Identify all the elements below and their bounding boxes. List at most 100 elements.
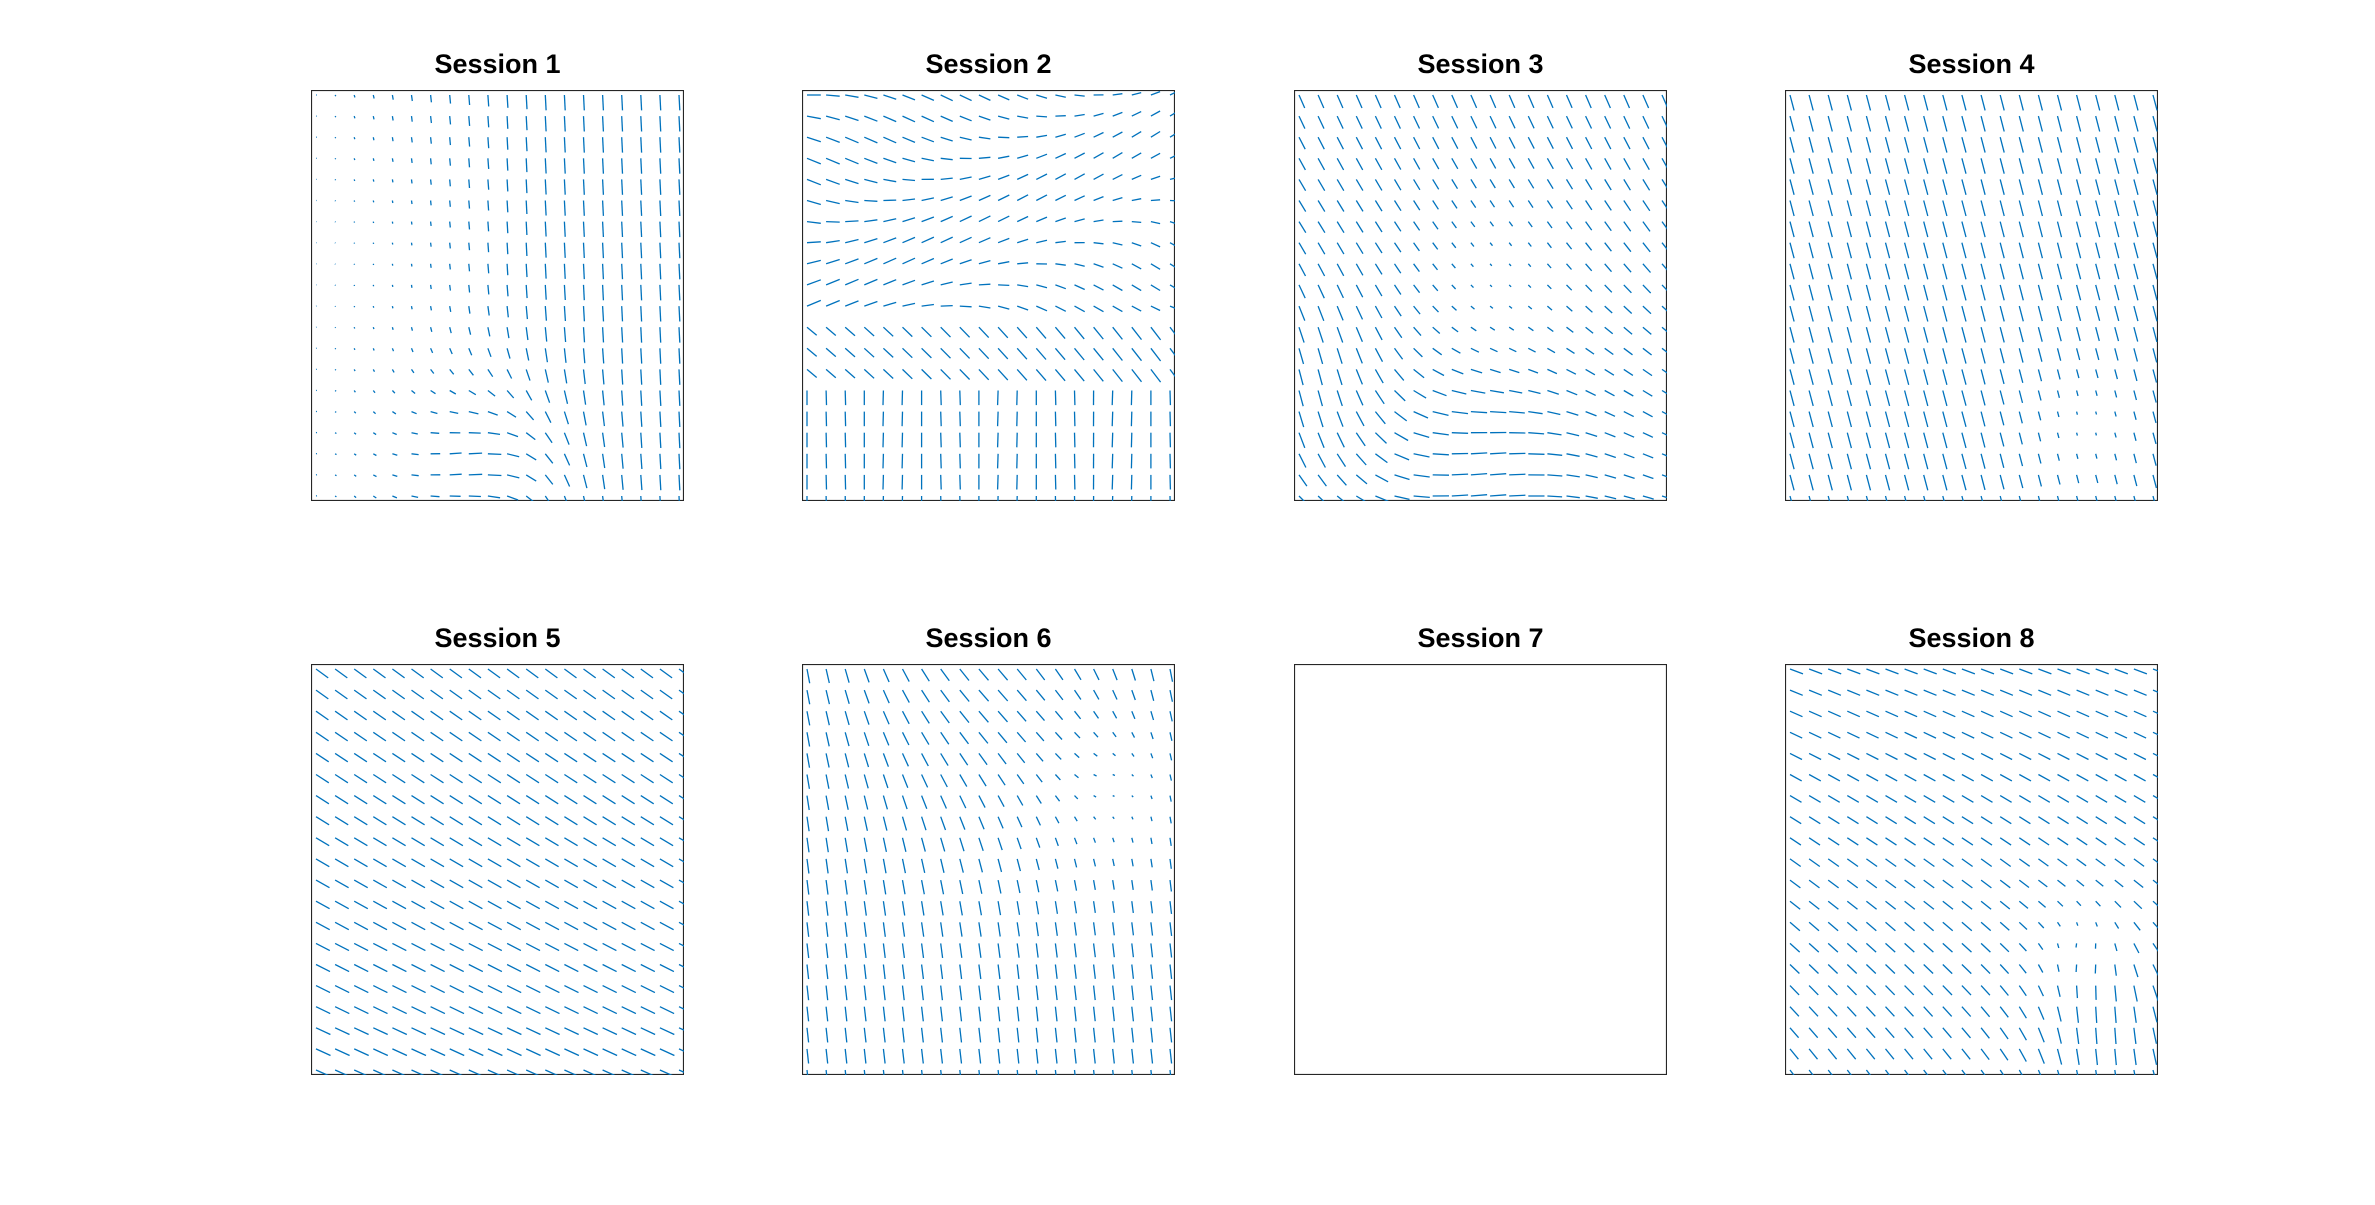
quiver-arrow <box>2114 858 2126 867</box>
quiver-arrow <box>2152 495 2155 501</box>
quiver-arrow <box>2018 348 2024 363</box>
quiver-arrow <box>901 1027 905 1043</box>
quiver-arrow <box>2037 943 2044 950</box>
quiver-arrow <box>1131 174 1142 180</box>
quiver-arrow <box>1942 879 1954 889</box>
quiver-arrow <box>1317 94 1325 109</box>
quiver-arrow <box>372 689 386 700</box>
quiver-arrow <box>2037 453 2042 464</box>
quiver-arrow <box>2152 474 2158 489</box>
quiver-arrow <box>659 816 674 826</box>
quiver-arrow <box>2018 158 2024 174</box>
quiver-arrow <box>468 242 471 251</box>
quiver-arrow <box>1923 858 1935 868</box>
quiver-arrow <box>1923 94 1929 111</box>
quiver-arrow <box>1054 837 1059 847</box>
quiver-arrow <box>659 116 662 132</box>
quiver-arrow <box>1336 136 1344 150</box>
quiver-arrow <box>1846 284 1853 301</box>
quiver-arrow <box>1150 816 1153 822</box>
quiver-arrow <box>1546 94 1554 109</box>
quiver-arrow <box>601 411 606 427</box>
quiver-arrow <box>487 795 502 805</box>
quiver-arrow <box>1980 1006 1991 1018</box>
quiver-arrow <box>410 137 413 143</box>
quiver-arrow <box>525 773 540 784</box>
quiver-arrow <box>583 795 597 805</box>
quiver-arrow <box>806 1069 809 1075</box>
quiver-arrow <box>1055 152 1067 159</box>
quiver-arrow <box>1942 94 1948 111</box>
quiver-arrow <box>506 411 517 418</box>
quiver-arrow <box>1942 200 1948 217</box>
quiver-arrow <box>1865 432 1872 449</box>
quiver-arrow <box>863 368 875 379</box>
quiver-arrow <box>2152 1027 2158 1044</box>
quiver-arrow <box>468 942 483 952</box>
quiver-arrow <box>353 900 369 910</box>
quiver-arrow <box>1585 368 1596 376</box>
quiver-arrow <box>1642 453 1654 459</box>
quiver-arrow <box>1808 1006 1819 1017</box>
quiver-arrow <box>1112 263 1123 269</box>
quiver-arrow <box>1092 1048 1096 1064</box>
quiver-arrow <box>487 1027 503 1036</box>
quiver-arrow <box>940 985 944 1001</box>
quiver-arrow <box>429 327 433 332</box>
quiver-arrow <box>353 432 357 435</box>
quiver-arrow <box>863 964 867 980</box>
quiver-arrow <box>1961 137 1967 153</box>
quiver-arrow <box>334 495 337 498</box>
quiver-arrow <box>506 369 513 379</box>
quiver-arrow <box>544 942 560 952</box>
quiver-arrow <box>468 1069 482 1075</box>
quiver-arrow <box>1623 284 1632 294</box>
quiver-arrow <box>1642 495 1654 500</box>
quiver-arrow <box>1789 411 1795 428</box>
quiver-arrow <box>678 795 684 800</box>
quiver-arrow <box>563 242 566 258</box>
quiver-arrow <box>1999 752 2013 761</box>
quiver-arrow <box>563 284 566 301</box>
quiver-arrow <box>1999 858 2012 868</box>
quiver-arrow <box>1112 710 1118 719</box>
quiver-arrow <box>959 215 972 223</box>
quiver-arrow <box>1642 368 1653 377</box>
subplot-session-2: Session 2 <box>802 49 1175 501</box>
quiver-arrow <box>1866 795 1879 803</box>
quiver-arrow <box>806 985 810 1001</box>
quiver-arrow <box>2133 985 2138 1002</box>
quiver-arrow <box>429 94 433 103</box>
quiver-arrow <box>468 348 473 356</box>
quiver-arrow <box>334 179 337 181</box>
quiver-arrow <box>525 816 540 826</box>
quiver-arrow <box>678 495 680 501</box>
quiver-arrow <box>468 689 482 700</box>
quiver-arrow <box>564 752 578 763</box>
quiver-arrow <box>1298 136 1306 150</box>
quiver-arrow <box>1527 347 1536 353</box>
quiver-arrow <box>1547 453 1563 456</box>
quiver-arrow <box>2095 115 2101 132</box>
quiver-arrow <box>1112 368 1123 383</box>
quiver-arrow <box>901 1006 905 1022</box>
quiver-arrow <box>1413 389 1427 399</box>
quiver-arrow <box>353 963 369 973</box>
quiver-arrow <box>621 221 624 238</box>
subplot-session-6: Session 6 <box>802 623 1175 1075</box>
quiver-arrow <box>1112 326 1123 340</box>
quiver-arrow <box>1016 215 1029 223</box>
quiver-arrow <box>806 753 811 768</box>
quiver-arrow <box>1131 263 1142 270</box>
quiver-arrow <box>2133 200 2139 217</box>
quiver-arrow <box>525 242 528 257</box>
quiver-arrow <box>1865 284 1872 301</box>
quiver-arrow <box>1073 1006 1077 1022</box>
quiver-arrow <box>844 753 850 768</box>
quiver-arrow <box>2037 327 2043 342</box>
quiver-arrow <box>1789 115 1795 132</box>
quiver-arrow <box>1073 858 1078 868</box>
quiver-arrow <box>449 179 451 187</box>
quiver-arrow <box>2095 453 2098 459</box>
quiver-arrow <box>1355 94 1363 109</box>
